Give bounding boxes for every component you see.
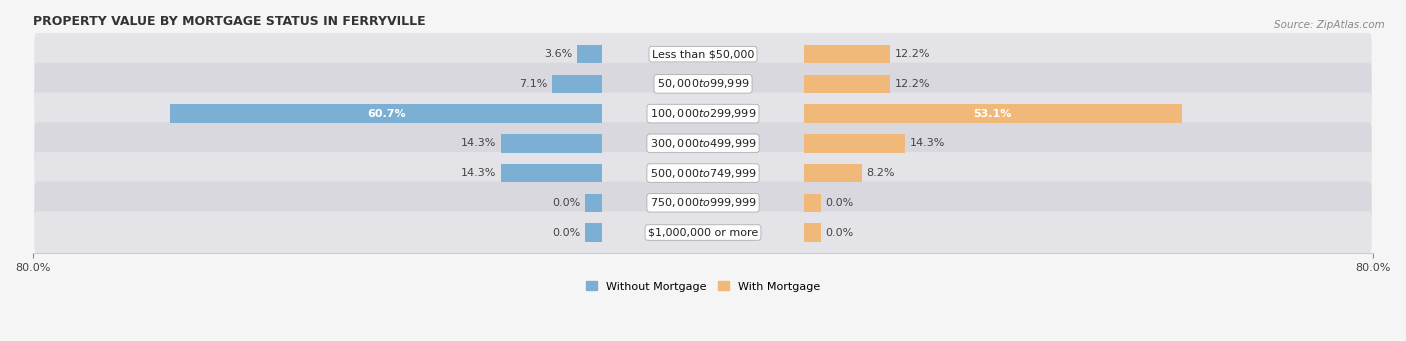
Text: Source: ZipAtlas.com: Source: ZipAtlas.com (1274, 20, 1385, 30)
Bar (553, 75, 602, 93)
Text: PROPERTY VALUE BY MORTGAGE STATUS IN FERRYVILLE: PROPERTY VALUE BY MORTGAGE STATUS IN FER… (32, 15, 425, 28)
FancyBboxPatch shape (34, 63, 1372, 105)
Text: 14.3%: 14.3% (461, 168, 496, 178)
Text: 0.0%: 0.0% (825, 227, 853, 238)
Bar (501, 134, 602, 152)
Text: 3.6%: 3.6% (544, 49, 572, 59)
Text: $300,000 to $499,999: $300,000 to $499,999 (650, 137, 756, 150)
Bar (804, 104, 1181, 123)
FancyBboxPatch shape (34, 33, 1372, 75)
FancyBboxPatch shape (34, 122, 1372, 164)
Text: 12.2%: 12.2% (894, 79, 931, 89)
FancyBboxPatch shape (34, 152, 1372, 194)
Text: 7.1%: 7.1% (519, 79, 548, 89)
Bar (804, 75, 890, 93)
Text: $100,000 to $299,999: $100,000 to $299,999 (650, 107, 756, 120)
FancyBboxPatch shape (34, 182, 1372, 224)
Bar (804, 164, 862, 182)
Text: 0.0%: 0.0% (553, 227, 581, 238)
Text: Less than $50,000: Less than $50,000 (652, 49, 754, 59)
Bar (170, 104, 602, 123)
Text: 14.3%: 14.3% (910, 138, 945, 148)
Legend: Without Mortgage, With Mortgage: Without Mortgage, With Mortgage (582, 277, 824, 296)
Text: 12.2%: 12.2% (894, 49, 931, 59)
Bar (576, 45, 602, 63)
Text: $500,000 to $749,999: $500,000 to $749,999 (650, 166, 756, 180)
Bar (804, 194, 821, 212)
Text: $750,000 to $999,999: $750,000 to $999,999 (650, 196, 756, 209)
Bar (585, 194, 602, 212)
Bar (804, 45, 890, 63)
FancyBboxPatch shape (34, 92, 1372, 135)
Bar (585, 223, 602, 242)
Text: $1,000,000 or more: $1,000,000 or more (648, 227, 758, 238)
Text: 14.3%: 14.3% (461, 138, 496, 148)
Text: 0.0%: 0.0% (553, 198, 581, 208)
Bar (501, 164, 602, 182)
Bar (804, 223, 821, 242)
Text: 53.1%: 53.1% (973, 108, 1012, 119)
Text: 0.0%: 0.0% (825, 198, 853, 208)
Bar (804, 134, 905, 152)
Text: 8.2%: 8.2% (866, 168, 894, 178)
FancyBboxPatch shape (34, 211, 1372, 254)
Text: 60.7%: 60.7% (367, 108, 405, 119)
Text: $50,000 to $99,999: $50,000 to $99,999 (657, 77, 749, 90)
